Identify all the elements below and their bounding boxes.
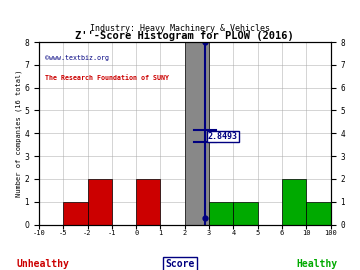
Text: Unhealthy: Unhealthy [17,259,69,269]
Bar [136,179,161,225]
Bar [282,179,306,225]
Text: Score: Score [165,259,195,269]
Title: Z''-Score Histogram for PLOW (2016): Z''-Score Histogram for PLOW (2016) [75,31,294,41]
Text: Industry: Heavy Machinery & Vehicles: Industry: Heavy Machinery & Vehicles [90,24,270,33]
Text: Healthy: Healthy [296,259,337,269]
Text: ©www.textbiz.org: ©www.textbiz.org [45,55,109,61]
Bar [87,179,112,225]
Bar [306,202,330,225]
Bar [209,202,233,225]
Bar [233,202,258,225]
Y-axis label: Number of companies (16 total): Number of companies (16 total) [15,70,22,197]
Text: The Research Foundation of SUNY: The Research Foundation of SUNY [45,75,169,81]
Bar [185,42,209,225]
Bar [63,202,87,225]
Text: 2.8493: 2.8493 [208,132,238,141]
